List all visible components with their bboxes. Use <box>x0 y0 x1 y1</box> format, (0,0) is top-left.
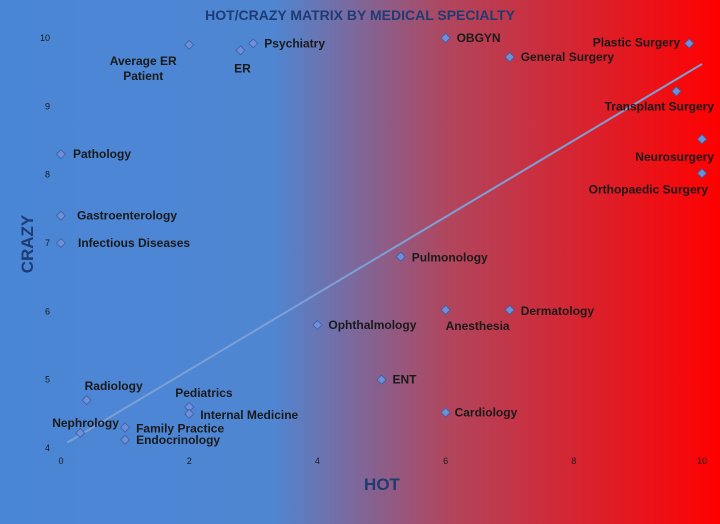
point-label: Cardiology <box>455 405 518 419</box>
point-label: ER <box>234 61 251 75</box>
point-label: Radiology <box>85 379 143 393</box>
chart-title: HOT/CRAZY MATRIX BY MEDICAL SPECIALTY <box>205 7 515 23</box>
y-tick-label: 7 <box>45 238 50 248</box>
data-point <box>184 39 195 50</box>
data-point <box>235 45 246 56</box>
data-point <box>248 38 259 49</box>
point-label: Family Practice <box>136 422 224 436</box>
data-point <box>440 32 451 44</box>
axes: 0 2 4 6 8 10 4 5 6 7 8 9 10 <box>40 33 707 466</box>
y-tick-label: 4 <box>45 443 50 453</box>
point-label: Infectious Diseases <box>78 236 190 250</box>
data-point <box>696 168 708 179</box>
x-tick-label: 2 <box>187 456 192 466</box>
point-label: ENT <box>393 373 418 387</box>
data-point <box>504 52 515 63</box>
data-point <box>55 149 67 160</box>
x-tick-label: 4 <box>315 456 320 466</box>
point-label: Ophthalmology <box>328 318 416 332</box>
data-point <box>376 374 387 385</box>
point-label: Dermatology <box>521 304 595 318</box>
trendline <box>66 63 703 444</box>
point-label: Average ER Patient <box>110 54 177 83</box>
y-tick-label: 10 <box>40 33 50 43</box>
point-label: Pulmonology <box>412 251 488 265</box>
x-tick-label: 6 <box>443 456 448 466</box>
data-point <box>120 434 131 445</box>
point-label: General Surgery <box>521 50 615 64</box>
x-axis-label: HOT <box>364 475 401 494</box>
point-label: Nephrology <box>52 416 119 430</box>
y-axis-label: CRAZY <box>18 214 37 273</box>
point-label: Neurosurgery <box>635 150 714 164</box>
point-label: Internal Medicine <box>200 408 298 422</box>
data-point <box>312 319 323 331</box>
point-label: Endocrinology <box>136 433 220 447</box>
point-label: Psychiatry <box>264 36 325 50</box>
point-label: Pediatrics <box>175 386 233 400</box>
point-label: Transplant Surgery <box>605 99 715 113</box>
x-tick-label: 0 <box>58 456 63 466</box>
data-point <box>504 304 515 316</box>
data-point <box>120 422 131 433</box>
y-tick-label: 8 <box>45 170 50 180</box>
y-tick-label: 6 <box>45 306 50 316</box>
point-label: Pathology <box>73 147 131 161</box>
x-tick-label: 8 <box>571 456 576 466</box>
x-tick-label: 10 <box>697 456 707 466</box>
data-point <box>684 38 695 49</box>
data-point <box>55 237 67 249</box>
data-point <box>75 427 86 439</box>
data-point <box>81 395 92 406</box>
y-tick-label: 5 <box>45 375 50 385</box>
data-point <box>696 134 708 145</box>
y-tick-label: 9 <box>45 101 50 111</box>
point-label: Orthopaedic Surgery <box>589 182 709 196</box>
data-point <box>440 304 451 316</box>
trendline-group <box>66 63 703 444</box>
data-point <box>440 407 451 418</box>
data-point <box>395 251 406 262</box>
point-label: Plastic Surgery <box>593 35 681 49</box>
points-group: Average ER Patient ER Psychiatry OBGYN Genera… <box>52 31 714 447</box>
data-point <box>184 408 195 419</box>
point-label: OBGYN <box>457 31 501 45</box>
point-label: Anesthesia <box>446 319 510 333</box>
data-point <box>55 210 67 221</box>
point-label: Gastroenterology <box>77 209 177 223</box>
data-point <box>671 86 682 97</box>
